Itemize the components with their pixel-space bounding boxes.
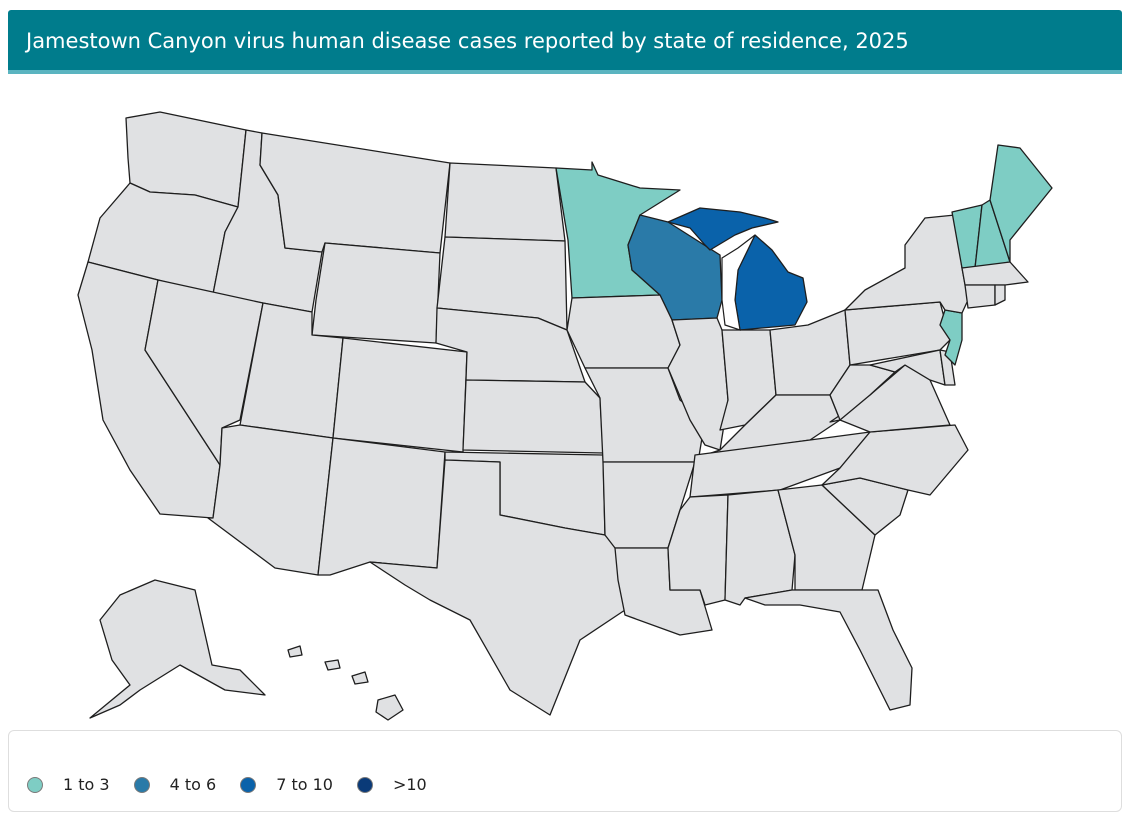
chart-header: Jamestown Canyon virus human disease cas… xyxy=(8,10,1122,74)
state-rhode-island[interactable] xyxy=(994,284,1006,306)
state-wyoming[interactable] xyxy=(311,242,441,344)
lake-michigan xyxy=(721,234,756,331)
state-new-jersey[interactable] xyxy=(939,309,963,366)
state-michigan-upper[interactable] xyxy=(667,207,779,251)
state-hawaii-maui[interactable] xyxy=(351,671,369,685)
state-texas[interactable] xyxy=(369,459,626,716)
us-choropleth-map xyxy=(8,78,1122,724)
state-arizona[interactable] xyxy=(207,424,334,576)
state-connecticut[interactable] xyxy=(964,284,996,309)
state-alaska[interactable] xyxy=(89,579,266,719)
state-illinois[interactable] xyxy=(667,317,729,451)
state-iowa[interactable] xyxy=(566,294,681,369)
legend-label: 7 to 10 xyxy=(276,775,333,794)
state-kansas[interactable] xyxy=(462,379,604,454)
legend: 1 to 3 4 to 6 7 to 10 >10 xyxy=(8,730,1122,812)
page-title: Jamestown Canyon virus human disease cas… xyxy=(26,29,909,53)
legend-item[interactable]: >10 xyxy=(356,775,427,794)
legend-dot-icon xyxy=(356,776,373,793)
state-massachusetts[interactable] xyxy=(961,261,1029,286)
legend-items: 1 to 3 4 to 6 7 to 10 >10 xyxy=(27,775,451,794)
legend-label: >10 xyxy=(392,775,427,794)
state-hawaii-kauai[interactable] xyxy=(287,645,303,658)
legend-label: 4 to 6 xyxy=(169,775,217,794)
state-north-dakota[interactable] xyxy=(444,162,566,242)
state-hawaii-big[interactable] xyxy=(375,694,404,721)
legend-dot-icon xyxy=(27,776,43,793)
legend-dot-icon xyxy=(133,776,150,793)
legend-label: 1 to 3 xyxy=(63,775,110,794)
legend-item[interactable]: 7 to 10 xyxy=(240,775,333,794)
legend-item[interactable]: 4 to 6 xyxy=(133,775,217,794)
map-svg xyxy=(77,111,1053,721)
state-florida[interactable] xyxy=(744,589,913,711)
state-hawaii-oahu[interactable] xyxy=(324,659,341,671)
state-new-mexico[interactable] xyxy=(317,437,446,576)
state-montana[interactable] xyxy=(259,132,451,254)
legend-dot-icon xyxy=(240,776,257,793)
state-colorado[interactable] xyxy=(332,337,468,453)
state-north-carolina[interactable] xyxy=(821,424,969,496)
legend-item[interactable]: 1 to 3 xyxy=(27,775,110,794)
state-new-york[interactable] xyxy=(844,214,969,314)
